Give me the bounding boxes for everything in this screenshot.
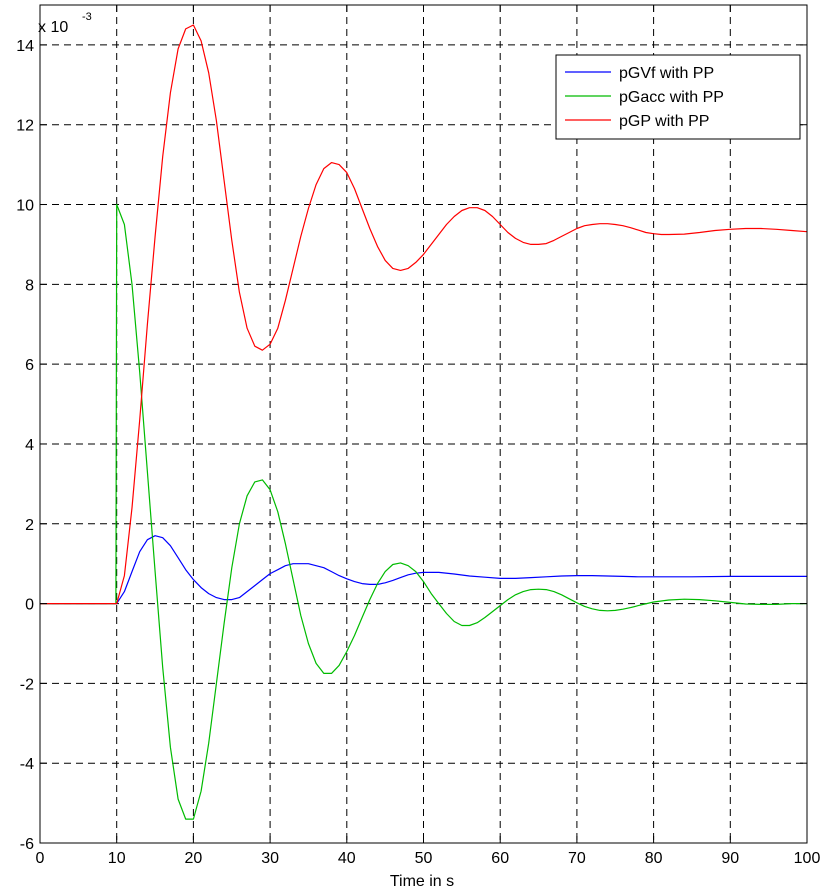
y-tick-label: 14 — [16, 38, 34, 55]
y-tick-label: 0 — [25, 597, 34, 614]
y-multiplier-base: x 10 — [38, 19, 68, 36]
y-tick-labels: -6 -4 -2 0 2 4 6 8 10 12 14 — [16, 38, 34, 853]
x-tick-label: 80 — [645, 850, 663, 867]
y-multiplier-exponent: -3 — [82, 11, 92, 23]
x-tick-labels: 0 10 20 30 40 50 60 70 80 90 100 — [36, 850, 821, 867]
series-lines — [40, 24, 808, 820]
x-tick-label: 70 — [568, 850, 586, 867]
series-line-1 — [40, 203, 807, 820]
x-tick-label: 60 — [491, 850, 509, 867]
y-tick-label: 4 — [25, 437, 34, 454]
axis-ticks — [39, 5, 808, 844]
x-tick-label: 50 — [415, 850, 433, 867]
x-tick-label: 90 — [721, 850, 739, 867]
x-tick-label: 0 — [36, 850, 45, 867]
series-line-0 — [40, 535, 807, 605]
legend-label: pGacc with PP — [619, 89, 724, 106]
legend-box — [555, 54, 801, 140]
legend-label: pGVf with PP — [619, 65, 714, 82]
y-tick-label: 2 — [25, 517, 34, 534]
y-tick-label: 10 — [16, 198, 34, 215]
x-tick-label: 40 — [338, 850, 356, 867]
x-tick-label: 30 — [261, 850, 279, 867]
legend: pGVf with PP pGacc with PP pGP with PP — [555, 54, 801, 140]
y-tick-label: 8 — [25, 277, 34, 294]
y-tick-label: -6 — [20, 836, 34, 853]
x-tick-label: 10 — [108, 850, 126, 867]
x-tick-label: 100 — [794, 850, 821, 867]
series-line-2 — [40, 24, 808, 605]
legend-label: pGP with PP — [619, 113, 709, 130]
y-tick-label: 6 — [25, 357, 34, 374]
y-tick-label: -2 — [20, 676, 34, 693]
y-tick-label: 12 — [16, 118, 34, 135]
y-tick-label: -4 — [20, 756, 34, 773]
x-tick-label: 20 — [185, 850, 203, 867]
x-axis-label: Time in s — [390, 873, 454, 890]
